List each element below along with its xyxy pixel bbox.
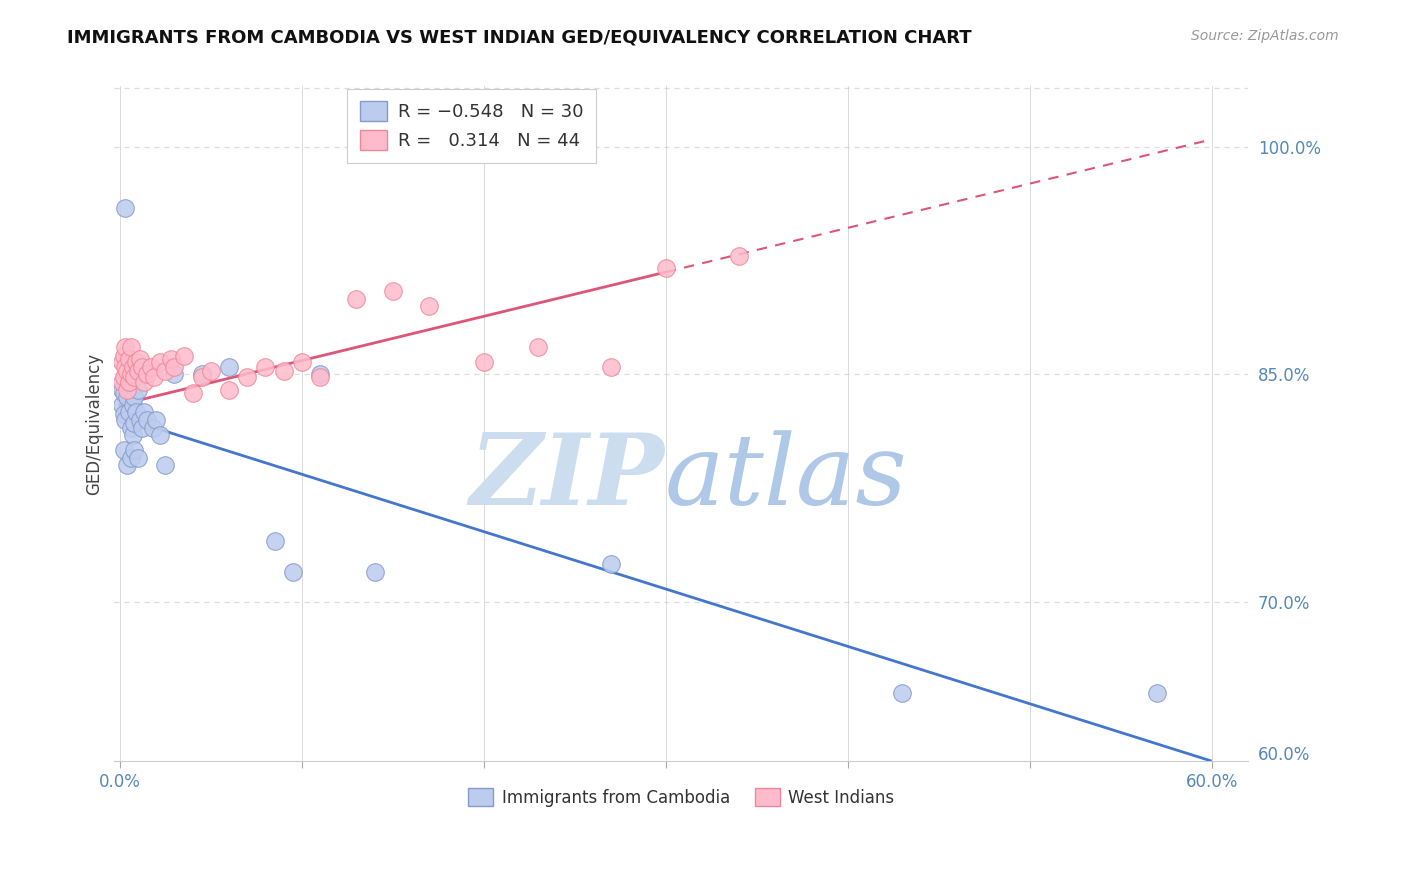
Point	[128, 413, 150, 427]
Point	[131, 359, 153, 374]
Point	[114, 375, 136, 389]
Point	[124, 370, 146, 384]
Point	[121, 359, 143, 374]
Point	[891, 686, 914, 700]
Point	[118, 364, 141, 378]
Point	[121, 428, 143, 442]
Point	[125, 355, 148, 369]
Point	[115, 458, 138, 473]
Point	[127, 383, 149, 397]
Point	[309, 370, 332, 384]
Text: atlas: atlas	[664, 430, 907, 525]
Text: IMMIGRANTS FROM CAMBODIA VS WEST INDIAN GED/EQUIVALENCY CORRELATION CHART: IMMIGRANTS FROM CAMBODIA VS WEST INDIAN …	[67, 29, 972, 46]
Point	[190, 370, 212, 384]
Point	[139, 359, 162, 374]
Point	[273, 364, 295, 378]
Point	[115, 390, 138, 404]
Point	[115, 383, 138, 397]
Point	[142, 420, 165, 434]
Point	[149, 428, 172, 442]
Point	[143, 370, 166, 384]
Point	[1146, 686, 1168, 700]
Point	[114, 413, 136, 427]
Point	[112, 385, 135, 400]
Point	[132, 375, 155, 389]
Point	[120, 368, 142, 382]
Point	[155, 458, 177, 473]
Point	[727, 249, 749, 263]
Point	[654, 261, 676, 276]
Point	[236, 370, 259, 384]
Point	[159, 352, 181, 367]
Point	[132, 405, 155, 419]
Point	[112, 443, 135, 458]
Point	[136, 413, 159, 427]
Point	[120, 340, 142, 354]
Point	[190, 368, 212, 382]
Point	[136, 368, 159, 382]
Point	[600, 359, 623, 374]
Point	[120, 420, 142, 434]
Point	[118, 375, 141, 389]
Point	[527, 340, 550, 354]
Point	[111, 398, 134, 412]
Point	[124, 416, 146, 430]
Point	[155, 364, 177, 378]
Point	[115, 364, 138, 378]
Point	[173, 349, 195, 363]
Point	[163, 368, 186, 382]
Point	[472, 355, 495, 369]
Legend: Immigrants from Cambodia, West Indians: Immigrants from Cambodia, West Indians	[461, 781, 901, 814]
Point	[200, 364, 222, 378]
Point	[145, 413, 167, 427]
Point	[128, 352, 150, 367]
Point	[114, 340, 136, 354]
Point	[254, 359, 277, 374]
Point	[112, 349, 135, 363]
Point	[114, 201, 136, 215]
Point	[418, 299, 440, 313]
Point	[600, 557, 623, 571]
Point	[114, 359, 136, 374]
Point	[111, 383, 134, 397]
Point	[363, 565, 385, 579]
Point	[218, 359, 240, 374]
Point	[309, 368, 332, 382]
Point	[120, 383, 142, 397]
Point	[120, 450, 142, 465]
Point	[344, 292, 367, 306]
Point	[291, 355, 314, 369]
Point	[127, 364, 149, 378]
Point	[125, 405, 148, 419]
Point	[121, 398, 143, 412]
Y-axis label: GED/Equivalency: GED/Equivalency	[86, 352, 103, 495]
Point	[124, 443, 146, 458]
Point	[111, 355, 134, 369]
Point	[118, 405, 141, 419]
Point	[112, 370, 135, 384]
Point	[381, 792, 404, 806]
Point	[263, 534, 285, 549]
Text: ZIP: ZIP	[470, 429, 664, 526]
Point	[111, 375, 134, 389]
Point	[218, 383, 240, 397]
Point	[115, 368, 138, 382]
Point	[163, 359, 186, 374]
Point	[381, 284, 404, 298]
Point	[281, 565, 304, 579]
Point	[127, 450, 149, 465]
Point	[118, 352, 141, 367]
Point	[149, 355, 172, 369]
Text: Source: ZipAtlas.com: Source: ZipAtlas.com	[1191, 29, 1339, 43]
Point	[181, 385, 204, 400]
Point	[124, 390, 146, 404]
Point	[112, 407, 135, 421]
Point	[131, 420, 153, 434]
